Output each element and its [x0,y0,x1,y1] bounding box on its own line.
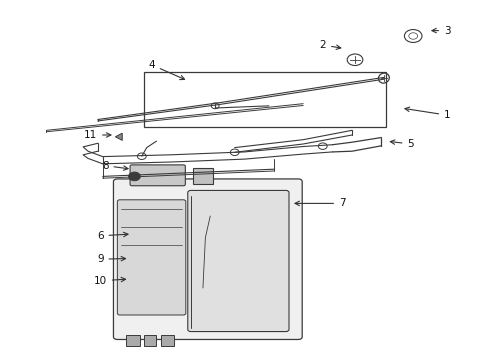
Text: 5: 5 [389,139,413,149]
Text: 6: 6 [97,231,128,241]
Bar [193,168,212,184]
Polygon shape [115,133,122,140]
Text: 7: 7 [294,198,345,208]
Bar [144,72,386,127]
Bar [161,335,173,346]
Text: 1: 1 [404,107,450,120]
Bar [144,335,156,346]
Circle shape [131,174,137,179]
FancyBboxPatch shape [187,190,288,332]
FancyBboxPatch shape [130,165,185,186]
Text: 8: 8 [102,161,128,171]
Text: 10: 10 [94,276,125,286]
Text: 2: 2 [319,40,340,50]
Text: 11: 11 [83,130,111,140]
FancyBboxPatch shape [117,200,185,315]
Text: 4: 4 [148,60,184,80]
Bar [126,335,140,346]
Text: 9: 9 [97,254,125,264]
Text: 3: 3 [431,26,450,36]
FancyBboxPatch shape [113,179,302,339]
Circle shape [128,172,140,181]
